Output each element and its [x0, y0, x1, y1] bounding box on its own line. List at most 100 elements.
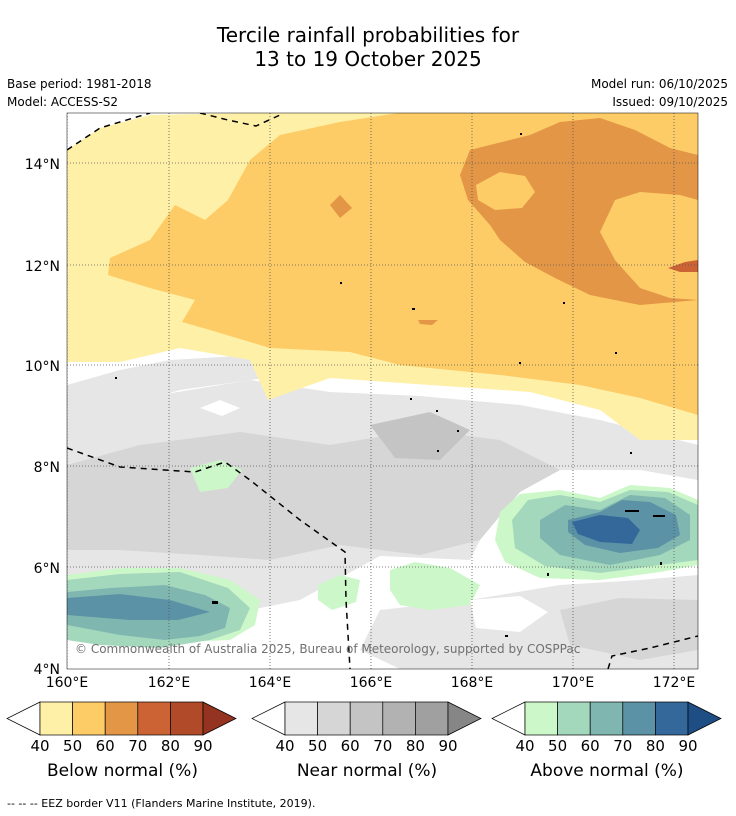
colorbar-cell [170, 701, 204, 736]
colorbar-tick-label: 70 [613, 737, 632, 755]
island [615, 352, 617, 354]
below-normal-label: Below normal (%) [47, 761, 198, 781]
colorbar-cell [39, 701, 73, 736]
colorbar-tick-label: 40 [515, 737, 534, 755]
colorbar-over-triangle [447, 701, 482, 736]
colorbar-cell [655, 701, 689, 736]
island [457, 430, 459, 432]
longitude-labels: 160°E 162°E 164°E 166°E 168°E 170°E 172°… [46, 675, 696, 691]
colorbar-tick-label: 60 [581, 737, 600, 755]
graticule [67, 113, 698, 669]
colorbar-under-triangle [251, 701, 286, 736]
colorbar-under-triangle [491, 701, 526, 736]
near-60-region [370, 412, 470, 460]
colorbar-tick-label: 90 [438, 737, 457, 755]
above-40-region-north [190, 460, 242, 492]
model-run: Model run: 06/10/2025 [590, 77, 728, 91]
island [340, 282, 342, 284]
model-name: Model: ACCESS-S2 [7, 95, 119, 109]
island [436, 410, 438, 412]
eez-border-north-2 [199, 113, 281, 127]
colorbar-near-normal: 40 50 60 70 80 90 [251, 701, 482, 755]
colorbar-tick-label: 90 [193, 737, 212, 755]
latitude-labels: 14°N 12°N 10°N 8°N 6°N 4°N [25, 157, 60, 678]
colorbar-above-normal: 40 50 60 70 80 90 [491, 701, 722, 755]
lon-label: 164°E [249, 675, 292, 691]
colorbar-over-triangle [202, 701, 237, 736]
lat-label: 4°N [34, 662, 60, 678]
island [212, 601, 218, 604]
colorbar-cell [415, 701, 449, 736]
base-period: Base period: 1981-2018 [7, 77, 152, 91]
near-40-region-west [67, 355, 265, 415]
lat-label: 12°N [25, 259, 60, 275]
colorbar-cell [137, 701, 171, 736]
island [660, 562, 662, 565]
lon-label: 170°E [552, 675, 595, 691]
colorbar-cell [349, 701, 384, 736]
island [412, 308, 415, 310]
colorbar-tick-label: 40 [30, 737, 49, 755]
eez-border-north [67, 113, 151, 151]
lon-label: 168°E [451, 675, 494, 691]
above-normal-label: Above normal (%) [530, 761, 684, 781]
island [519, 362, 521, 364]
colorbar-cell [317, 701, 351, 736]
lon-label: 166°E [350, 675, 393, 691]
below-70-region [668, 260, 698, 272]
colorbar-tick-label: 60 [96, 737, 115, 755]
colorbar-tick-label: 90 [678, 737, 697, 755]
above-70-region-sw [67, 594, 210, 620]
lat-label: 10°N [25, 359, 60, 375]
eez-footnote: -- -- -- EEZ border V11 (Flanders Marine… [7, 797, 316, 810]
island [547, 573, 549, 576]
colorbar-tick-label: 40 [275, 737, 294, 755]
colorbar-cell [72, 701, 106, 736]
island [653, 515, 665, 517]
island [410, 398, 412, 400]
colorbar-tick-label: 50 [548, 737, 567, 755]
below-60-region [460, 118, 698, 305]
below-60-hole [476, 172, 535, 210]
colorbar-tick-label: 80 [161, 737, 180, 755]
map-title-line2: 13 to 19 October 2025 [254, 47, 482, 71]
lat-label: 8°N [34, 460, 60, 476]
colorbar-tick-label: 80 [646, 737, 665, 755]
colorbar-cell [382, 701, 416, 736]
colorbar-tick-label: 80 [406, 737, 425, 755]
neutral-gap-2 [470, 596, 548, 632]
map-title-line1: Tercile rainfall probabilities for [216, 23, 520, 47]
island [630, 452, 632, 454]
colorbar-cell [284, 701, 318, 736]
issued-date: Issued: 09/10/2025 [612, 95, 728, 109]
lon-label: 160°E [46, 675, 89, 691]
colorbar-tick-label: 60 [341, 737, 360, 755]
colorbar-cell [589, 701, 624, 736]
colorbar-cell [557, 701, 591, 736]
below-60-spot [330, 195, 352, 218]
island [115, 377, 117, 379]
colorbar-cell [524, 701, 558, 736]
colorbar-tick-label: 70 [128, 737, 147, 755]
colorbar-tick-label: 50 [308, 737, 327, 755]
island [563, 302, 565, 304]
lon-label: 172°E [653, 675, 696, 691]
near-normal-label: Near normal (%) [296, 761, 438, 781]
neutral-gap-1 [200, 400, 240, 416]
colorbar-cell [104, 701, 139, 736]
island [437, 450, 439, 452]
copyright-notice: © Commonwealth of Australia 2025, Bureau… [75, 642, 580, 656]
meta-left: Base period: 1981-2018 Model: ACCESS-S2 [7, 75, 152, 111]
lon-label: 162°E [148, 675, 191, 691]
colorbar-tick-label: 50 [63, 737, 82, 755]
eez-border-west [67, 447, 351, 669]
island [625, 510, 639, 512]
colorbar-tick-label: 70 [373, 737, 392, 755]
colorbar-over-triangle [687, 701, 722, 736]
above-40-region-central-2 [318, 575, 360, 610]
island [505, 635, 508, 637]
colorbar-cell [622, 701, 656, 736]
near-50-region [67, 430, 560, 560]
colorbar-under-triangle [6, 701, 41, 736]
